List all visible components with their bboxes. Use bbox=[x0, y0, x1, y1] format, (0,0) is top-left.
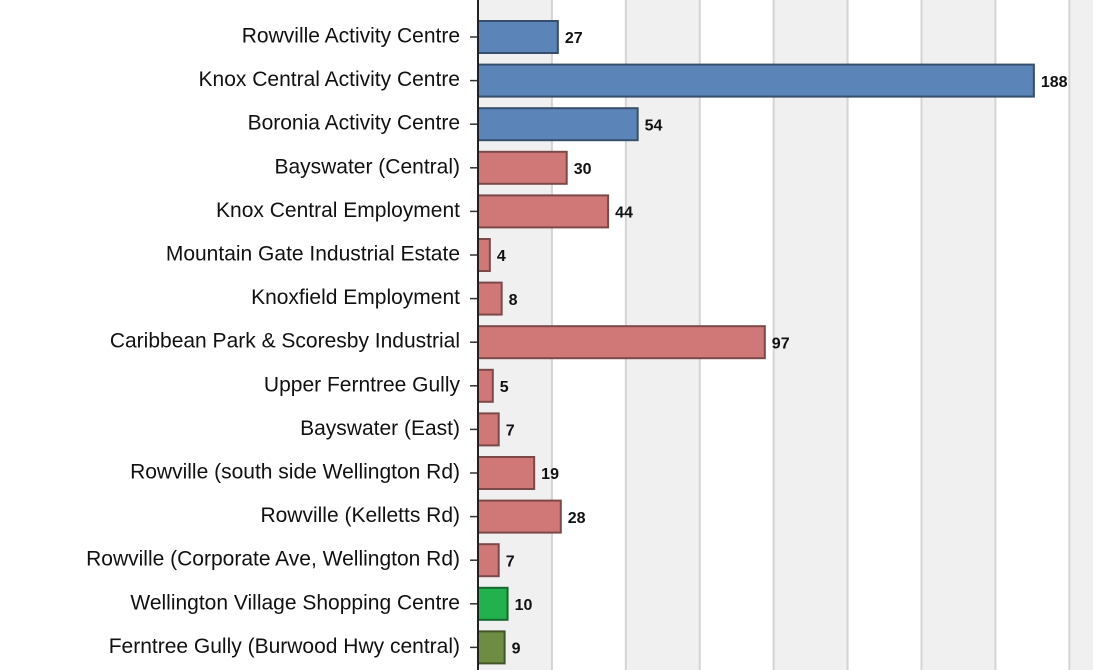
value-label: 10 bbox=[515, 597, 533, 614]
bar bbox=[477, 325, 766, 360]
bar bbox=[477, 107, 639, 142]
bar bbox=[477, 150, 568, 185]
bar bbox=[477, 412, 500, 447]
bar bbox=[477, 586, 509, 621]
y-tick-label: Rowville (Corporate Ave, Wellington Rd) bbox=[86, 548, 460, 571]
value-label: 97 bbox=[772, 335, 790, 352]
value-label: 9 bbox=[512, 641, 521, 658]
value-label: 27 bbox=[565, 30, 583, 47]
bar bbox=[477, 543, 500, 578]
bar bbox=[477, 456, 536, 490]
y-tick-label: Rowville (Kelletts Rd) bbox=[260, 504, 460, 527]
bar bbox=[477, 20, 559, 54]
grid-band bbox=[921, 0, 996, 670]
value-label: 188 bbox=[1041, 74, 1068, 91]
value-label: 7 bbox=[506, 423, 515, 440]
bar bbox=[477, 630, 506, 665]
y-tick-label: Caribbean Park & Scoresby Industrial bbox=[110, 330, 460, 353]
y-tick-label: Boronia Activity Centre bbox=[248, 112, 460, 135]
value-label: 54 bbox=[645, 117, 663, 134]
y-tick-label: Knoxfield Employment bbox=[251, 286, 460, 309]
value-label: 28 bbox=[568, 510, 586, 527]
value-label: 19 bbox=[541, 466, 559, 483]
y-tick-label: Bayswater (East) bbox=[300, 417, 460, 440]
y-tick-label: Wellington Village Shopping Centre bbox=[130, 591, 460, 614]
y-tick-label: Rowville (south side Wellington Rd) bbox=[130, 461, 460, 484]
bar bbox=[477, 368, 494, 403]
bar bbox=[477, 499, 562, 534]
value-label: 7 bbox=[506, 553, 515, 570]
bar bbox=[477, 281, 503, 316]
y-tick-label: Ferntree Gully (Burwood Hwy central) bbox=[109, 635, 460, 658]
y-tick-label: Bayswater (Central) bbox=[274, 155, 460, 178]
value-label: 30 bbox=[574, 161, 592, 178]
y-tick-label: Rowville Activity Centre bbox=[242, 25, 460, 48]
bar bbox=[477, 63, 1035, 98]
y-tick-label: Upper Ferntree Gully bbox=[264, 373, 461, 396]
value-label: 4 bbox=[497, 248, 506, 265]
value-label: 8 bbox=[509, 292, 518, 309]
y-tick-label: Knox Central Activity Centre bbox=[199, 68, 460, 91]
grid-band bbox=[1069, 0, 1093, 670]
y-tick-label: Knox Central Employment bbox=[216, 199, 460, 222]
bar bbox=[477, 238, 491, 272]
y-tick-label: Mountain Gate Industrial Estate bbox=[166, 243, 460, 266]
value-label: 5 bbox=[500, 379, 509, 396]
value-label: 44 bbox=[615, 205, 633, 222]
grid-band bbox=[773, 0, 848, 670]
bar bbox=[477, 194, 610, 229]
